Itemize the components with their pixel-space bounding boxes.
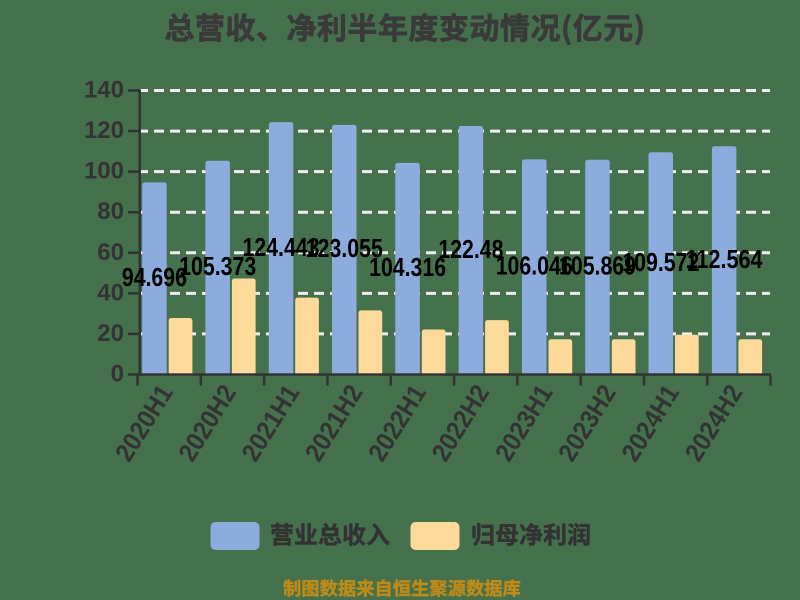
svg-text:100: 100 xyxy=(84,158,124,185)
svg-text:112.564: 112.564 xyxy=(686,244,763,274)
svg-text:122.48: 122.48 xyxy=(438,234,503,264)
svg-text:124.443: 124.443 xyxy=(243,232,320,262)
svg-text:104.316: 104.316 xyxy=(369,252,446,282)
svg-text:40: 40 xyxy=(97,279,124,306)
svg-text:109.572: 109.572 xyxy=(622,247,699,277)
svg-text:140: 140 xyxy=(84,77,124,104)
svg-text:94.696: 94.696 xyxy=(122,262,187,292)
svg-text:80: 80 xyxy=(97,198,124,225)
svg-text:105.373: 105.373 xyxy=(179,251,256,281)
svg-text:60: 60 xyxy=(97,239,124,266)
svg-text:105.869: 105.869 xyxy=(559,251,636,281)
svg-text:20: 20 xyxy=(97,320,124,347)
svg-text:120: 120 xyxy=(84,117,124,144)
svg-text:106.046: 106.046 xyxy=(496,250,573,280)
svg-text:0: 0 xyxy=(111,361,124,388)
svg-text:123.055: 123.055 xyxy=(306,233,383,263)
